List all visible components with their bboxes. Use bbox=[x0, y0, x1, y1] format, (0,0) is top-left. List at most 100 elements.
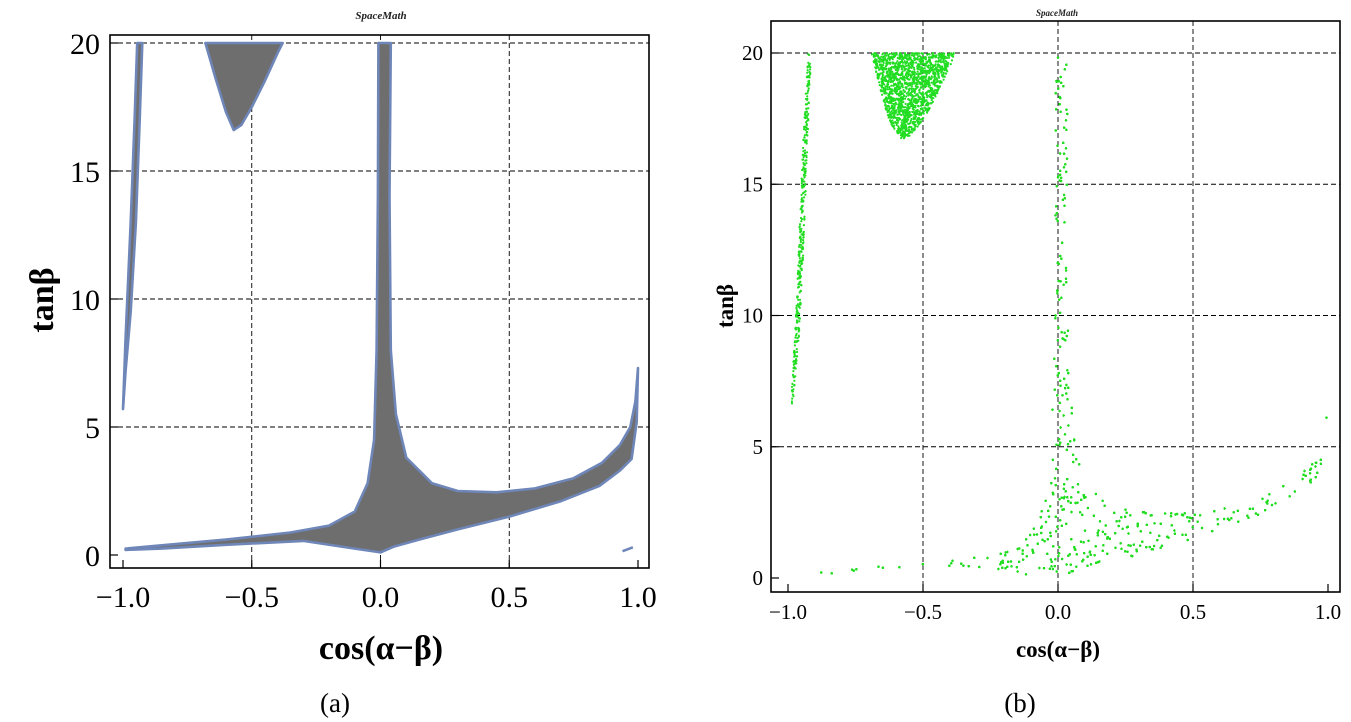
scatter-point bbox=[878, 68, 881, 71]
scatter-point bbox=[799, 250, 803, 253]
scatter-point bbox=[911, 53, 914, 57]
scatter-point bbox=[904, 121, 907, 124]
scatter-point bbox=[902, 130, 905, 133]
scatter-point bbox=[900, 77, 903, 80]
scatter-point bbox=[919, 96, 922, 99]
scatter-point bbox=[922, 87, 925, 90]
scatter-point bbox=[916, 85, 919, 89]
scatter-point bbox=[918, 52, 921, 55]
scatter-point bbox=[890, 116, 893, 119]
scatter-point bbox=[806, 65, 809, 68]
scatter-point bbox=[918, 82, 921, 85]
scatter-point bbox=[794, 355, 798, 358]
scatter-point bbox=[800, 283, 803, 286]
scatter-point bbox=[878, 84, 881, 87]
scatter-point bbox=[893, 83, 896, 86]
scatter-point bbox=[886, 114, 890, 117]
scatter-point bbox=[889, 99, 892, 102]
scatter-point bbox=[937, 57, 940, 60]
scatter-point bbox=[921, 57, 924, 60]
scatter-point bbox=[910, 90, 914, 93]
scatter-point bbox=[795, 340, 798, 343]
scatter-point bbox=[902, 132, 906, 135]
scatter-point bbox=[885, 92, 888, 95]
scatter-point bbox=[885, 60, 888, 63]
scatter-point bbox=[922, 75, 926, 78]
scatter-point bbox=[905, 114, 908, 117]
scatter-point bbox=[891, 52, 894, 55]
scatter-point bbox=[803, 215, 806, 218]
scatter-point bbox=[890, 113, 893, 116]
scatter-point bbox=[898, 94, 901, 97]
scatter-point bbox=[882, 60, 885, 63]
scatter-point bbox=[876, 75, 880, 78]
scatter-point bbox=[797, 327, 800, 330]
scatter-point bbox=[940, 57, 943, 60]
scatter-point bbox=[804, 113, 807, 117]
scatter-point bbox=[805, 103, 809, 106]
scatter-point bbox=[914, 101, 917, 104]
scatter-point bbox=[804, 190, 807, 193]
scatter-point bbox=[803, 163, 806, 166]
scatter-point bbox=[933, 82, 936, 85]
scatter-point bbox=[899, 90, 902, 93]
scatter-point bbox=[891, 119, 894, 122]
scatter-point bbox=[797, 298, 800, 301]
scatter-point bbox=[878, 58, 881, 61]
scatter-point bbox=[792, 374, 795, 378]
scatter-point bbox=[902, 106, 905, 109]
scatter-point bbox=[898, 98, 901, 101]
scatter-point bbox=[797, 330, 800, 333]
scatter-point bbox=[908, 89, 911, 92]
scatter-point bbox=[889, 120, 892, 123]
scatter-point bbox=[796, 319, 799, 322]
scatter-point bbox=[909, 61, 912, 64]
scatter-point bbox=[795, 332, 798, 335]
scatter-point bbox=[904, 123, 907, 126]
scatter-point bbox=[806, 119, 809, 122]
scatter-point bbox=[792, 363, 795, 366]
scatter-point bbox=[940, 61, 943, 64]
scatter-point bbox=[896, 69, 899, 72]
scatter-point bbox=[937, 60, 940, 63]
scatter-point bbox=[802, 241, 805, 244]
scatter-point bbox=[802, 192, 805, 195]
scatter-point bbox=[802, 138, 805, 141]
scatter-point bbox=[925, 69, 928, 72]
scatter-point bbox=[803, 218, 806, 221]
scatter-point bbox=[805, 124, 808, 127]
scatter-point bbox=[875, 70, 878, 73]
scatter-point bbox=[794, 375, 797, 378]
scatter-point bbox=[918, 60, 921, 63]
scatter-point bbox=[902, 98, 905, 101]
scatter-point bbox=[794, 326, 798, 329]
scatter-point bbox=[873, 55, 876, 58]
scatter-point bbox=[792, 370, 795, 373]
scatter-point bbox=[930, 81, 934, 84]
scatter-point bbox=[795, 310, 798, 313]
scatter-point bbox=[919, 86, 923, 89]
scatter-point bbox=[932, 97, 935, 100]
scatter-point bbox=[921, 97, 924, 100]
scatter-point bbox=[802, 167, 805, 170]
scatter-point bbox=[915, 112, 918, 115]
scatter-point bbox=[797, 269, 800, 272]
scatter-point bbox=[905, 106, 908, 109]
scatter-point bbox=[802, 233, 805, 236]
scatter-point bbox=[942, 61, 945, 64]
scatter-point bbox=[923, 71, 927, 74]
scatter-point bbox=[906, 104, 909, 107]
scatter-point bbox=[903, 53, 907, 56]
scatter-point bbox=[939, 67, 943, 70]
scatter-point bbox=[874, 58, 877, 61]
scatter-point bbox=[900, 113, 903, 117]
scatter-point bbox=[929, 78, 933, 81]
scatter-point bbox=[805, 162, 808, 165]
scatter-point bbox=[910, 71, 914, 74]
scatter-point bbox=[918, 55, 922, 58]
scatter-point bbox=[902, 101, 905, 104]
scatter-point bbox=[792, 395, 795, 398]
scatter-point bbox=[888, 85, 891, 89]
scatter-point bbox=[887, 53, 890, 57]
